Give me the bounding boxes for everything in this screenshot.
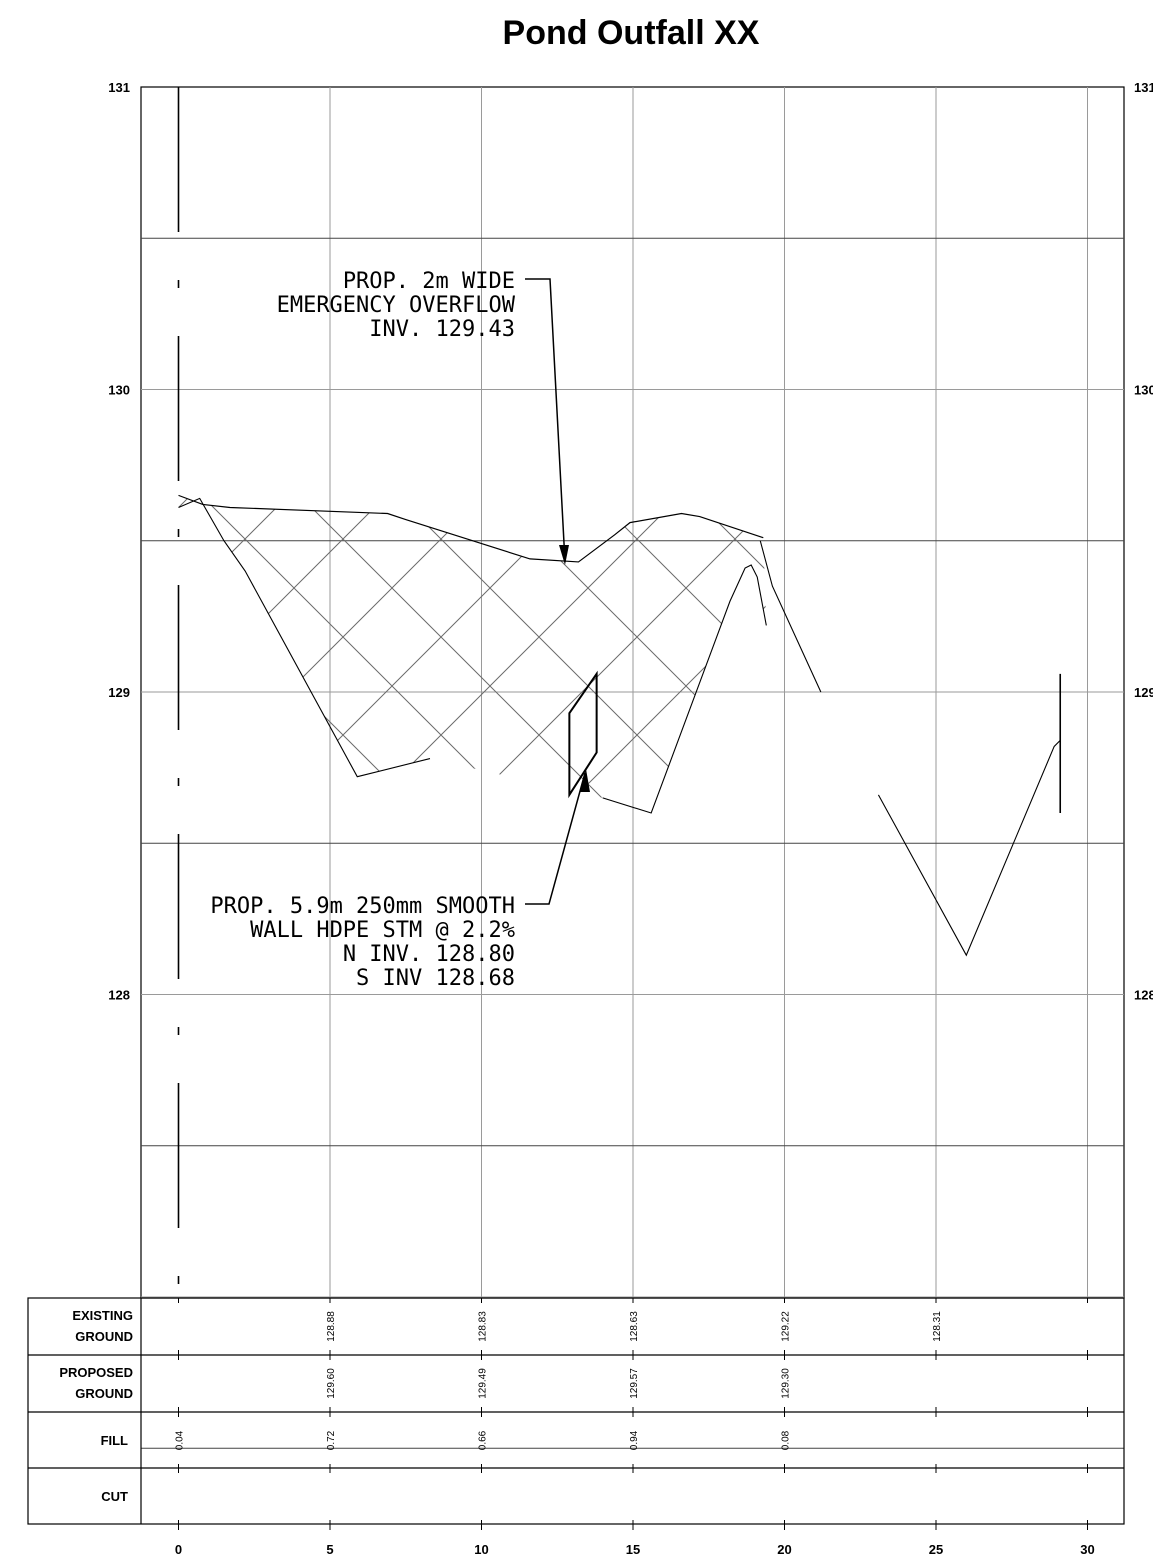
existing-ground-line: [602, 564, 767, 814]
x-tick-label: 0: [175, 1542, 182, 1554]
fill-hatch: [178, 495, 767, 813]
existing-ground-line: [759, 540, 822, 693]
fill-hatch-area: [178, 495, 767, 813]
annotation-pipe-line: S INV 128.68: [356, 966, 515, 991]
row-label: PROPOSED: [59, 1365, 133, 1380]
table-cell: 129.49: [478, 1368, 489, 1399]
y-tick-label-right: 131: [1134, 80, 1153, 95]
chart-title: Pond Outfall XX: [502, 14, 760, 52]
annotation-pipe-line: WALL HDPE STM @ 2.2%: [250, 918, 515, 943]
y-tick-label: 128: [108, 988, 130, 1003]
y-tick-label: 131: [108, 80, 130, 95]
row-label: CUT: [101, 1489, 128, 1504]
row-label: GROUND: [75, 1329, 133, 1344]
y-tick-label-right: 129: [1134, 685, 1153, 700]
table-cell: 128.63: [629, 1311, 640, 1342]
x-tick-label: 20: [777, 1542, 791, 1554]
data-table: EXISTING GROUND 128.88 128.83 128.63 129.22 12…: [27, 1297, 1125, 1530]
table-frame: [27, 1297, 1125, 1525]
x-tick-label: 10: [474, 1542, 488, 1554]
annotation-pipe-line: N INV. 128.80: [343, 942, 515, 967]
table-cell: 128.88: [326, 1311, 337, 1342]
proposed-ground-line: [178, 494, 764, 563]
table-cell: 129.22: [781, 1311, 792, 1342]
table-cell: 0.94: [629, 1430, 640, 1450]
annotation-overflow-line: PROP. 2m WIDE: [343, 269, 515, 294]
existing-ground-line: [877, 740, 1061, 957]
y-tick-label-right: 128: [1134, 988, 1153, 1003]
axis-labels: 131 130 129 128 131 130 129 128 0 5 10 15 20 25 30: [108, 80, 1153, 1554]
leader-line: [525, 278, 566, 563]
profile-lines: [178, 494, 1062, 957]
table-cell: 0.66: [478, 1430, 489, 1450]
table-cell: 128.83: [478, 1311, 489, 1342]
table-cell: 129.30: [781, 1368, 792, 1399]
table-cell: 0.04: [175, 1430, 186, 1450]
leader-line: [525, 772, 586, 905]
table-cell: 128.31: [932, 1311, 943, 1342]
y-tick-label: 129: [108, 685, 130, 700]
row-label: EXISTING: [72, 1308, 133, 1323]
row-label: GROUND: [75, 1386, 133, 1401]
annotation-overflow-line: EMERGENCY OVERFLOW: [277, 293, 516, 318]
x-tick-label: 15: [626, 1542, 640, 1554]
annotation-overflow-line: INV. 129.43: [369, 317, 515, 342]
x-tick-label: 25: [929, 1542, 943, 1554]
y-tick-label: 130: [108, 383, 130, 398]
existing-ground-line: [178, 497, 431, 778]
table-cell: 129.57: [629, 1368, 640, 1399]
x-tick-label: 30: [1080, 1542, 1094, 1554]
table-cell: 129.60: [326, 1368, 337, 1399]
y-tick-label-right: 130: [1134, 383, 1153, 398]
x-tick-label: 5: [326, 1542, 333, 1554]
row-label: FILL: [101, 1433, 128, 1448]
culvert-pipe: [568, 670, 598, 799]
annotation-pipe-line: PROP. 5.9m 250mm SMOOTH: [210, 894, 515, 919]
leader-arrow: [580, 769, 590, 792]
table-cell: 0.08: [781, 1430, 792, 1450]
leader-arrow: [559, 545, 569, 565]
table-cell: 0.72: [326, 1430, 337, 1450]
